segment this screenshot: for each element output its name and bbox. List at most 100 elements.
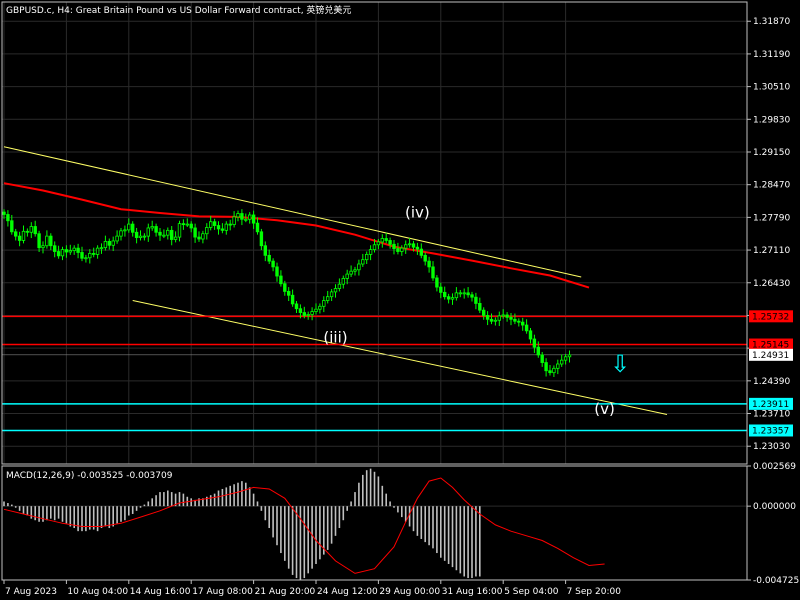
candle-body	[478, 303, 482, 311]
macd-signal-line	[3, 477, 605, 574]
candle-body	[138, 235, 143, 238]
candle-body	[142, 235, 147, 238]
candle-body	[431, 266, 435, 279]
macd-pane-frame	[1, 465, 748, 581]
candle-body	[271, 260, 275, 268]
support-level-tag-label: 1.23357	[752, 426, 789, 436]
candle-body	[130, 223, 135, 233]
channel-layer	[3, 146, 668, 415]
candle-body	[53, 245, 57, 252]
candle-body	[513, 318, 517, 322]
candle-body	[552, 367, 556, 374]
time-tick-label: 10 Aug 04:00	[67, 587, 128, 597]
candle-body	[49, 235, 53, 247]
candle-body	[528, 330, 533, 340]
candle-body	[411, 243, 416, 248]
candle-body	[134, 231, 139, 238]
candle-body	[341, 278, 345, 285]
candle-body	[232, 216, 236, 225]
candle-body	[189, 223, 193, 229]
candle-body	[6, 214, 10, 222]
candle-body	[154, 226, 158, 233]
candle-body	[255, 222, 260, 233]
candle-body	[345, 273, 349, 279]
candle-body	[259, 231, 264, 247]
candle-body	[392, 243, 396, 250]
candle-body	[146, 227, 150, 237]
candle-body	[446, 296, 451, 300]
chart-title: GBPUSD.c, H4: Great Britain Pound vs US …	[6, 4, 351, 16]
candle-body	[166, 229, 170, 236]
down-arrow-icon: ⇩	[610, 350, 630, 378]
candle-body	[310, 311, 314, 315]
candle-body	[208, 221, 213, 228]
annotations-layer: (iv) (iii) (v) ⇩	[323, 203, 630, 418]
candle-body	[470, 294, 474, 298]
candle-body	[325, 296, 330, 301]
candle-body	[380, 238, 384, 243]
candle-body	[458, 292, 462, 295]
candle-body	[216, 225, 221, 230]
candle-body	[169, 229, 174, 240]
candle-body	[17, 235, 22, 241]
candle-body	[127, 223, 131, 231]
candle-body	[474, 296, 478, 304]
candle-body	[64, 249, 69, 253]
time-tick-label: 17 Aug 08:00	[192, 587, 253, 597]
price-tick-label: 1.23710	[753, 410, 790, 420]
candle-body	[185, 223, 189, 226]
candle-body	[68, 250, 72, 253]
candle-body	[275, 266, 279, 277]
candle-body	[80, 252, 84, 259]
resistance-level-tag	[749, 310, 793, 323]
candle-body	[294, 303, 299, 310]
current-level-tag-label: 1.24931	[752, 351, 789, 361]
candle-body	[158, 231, 162, 236]
price-tick-label: 1.31870	[753, 17, 790, 27]
candle-body	[435, 277, 439, 288]
candle-body	[56, 251, 61, 257]
candle-body	[384, 238, 388, 241]
wave-label: (v)	[594, 400, 615, 418]
candle-body	[212, 221, 217, 226]
candle-body	[111, 240, 115, 246]
candle-body	[13, 231, 18, 237]
candle-body	[279, 275, 283, 285]
candle-body	[88, 253, 92, 259]
grid	[2, 2, 747, 464]
candle-body	[368, 249, 373, 255]
candle-body	[45, 235, 49, 247]
candle-body	[263, 245, 267, 256]
candle-body	[364, 253, 369, 261]
time-tick-label: 7 Aug 2023	[5, 587, 57, 597]
level-lines-layer	[2, 315, 747, 432]
support-level-tag	[749, 397, 793, 410]
macd-label: MACD(12,26,9) -0.003525 -0.003709	[6, 471, 173, 481]
resistance-level-tag-label: 1.25732	[752, 312, 789, 322]
candle-body	[244, 218, 248, 221]
candle-body	[442, 291, 447, 298]
candle-body	[290, 294, 295, 305]
candle-body	[37, 233, 41, 249]
price-tick-label: 1.30510	[753, 83, 790, 93]
candles-layer	[2, 209, 572, 377]
candle-body	[2, 211, 6, 215]
candle-body	[107, 241, 111, 246]
candle-body	[536, 346, 540, 356]
candle-body	[481, 309, 486, 316]
resistance-level-tag-label: 1.25145	[752, 341, 789, 351]
wave-label: (iv)	[405, 203, 430, 221]
candle-body	[33, 226, 37, 235]
candle-body	[427, 260, 431, 268]
time-tick-label: 31 Aug 16:00	[442, 587, 503, 597]
candle-body	[314, 308, 318, 313]
channel-lower-line	[132, 300, 668, 415]
main-pane-frame	[1, 1, 748, 465]
candle-body	[197, 236, 201, 240]
candle-body	[497, 315, 501, 321]
candle-body	[466, 292, 470, 296]
candle-body	[298, 308, 303, 313]
candle-body	[306, 314, 310, 316]
